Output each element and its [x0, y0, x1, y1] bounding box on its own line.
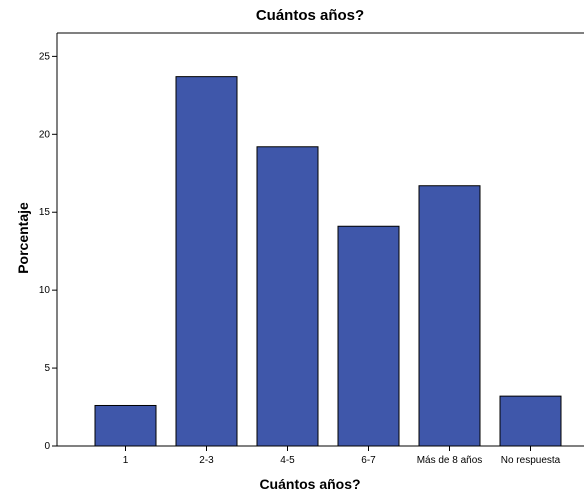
plot-area: [56, 32, 584, 447]
bar-4: [418, 185, 481, 447]
y-tick-label-10: 10: [39, 285, 51, 296]
x-tick-label-4: Más de 8 años: [417, 455, 483, 466]
x-axis-label: Cuántos años?: [259, 476, 360, 492]
bars-group: [94, 76, 562, 447]
x-tick-label-0: 1: [123, 455, 129, 466]
x-tick-label-5: No respuesta: [501, 455, 561, 466]
y-tick-label-15: 15: [39, 207, 51, 218]
y-tick-label-0: 0: [44, 441, 50, 452]
x-tick-label-1: 2-3: [199, 455, 214, 466]
y-tick-label-5: 5: [44, 363, 50, 374]
x-axis: 1 2-3 4-5 6-7 Más de 8 años No respuesta: [123, 446, 561, 466]
bar-5: [499, 395, 562, 447]
bar-2: [256, 146, 319, 447]
chart-title: Cuántos años?: [256, 7, 364, 24]
x-tick-label-3: 6-7: [361, 455, 376, 466]
y-tick-label-25: 25: [39, 51, 51, 62]
bar-0: [94, 404, 157, 447]
y-axis-label: Porcentaje: [15, 202, 31, 274]
x-tick-label-2: 4-5: [280, 455, 295, 466]
y-tick-label-20: 20: [39, 129, 51, 140]
bar-1: [175, 76, 238, 447]
y-axis: 0 5 10 15 20 25: [39, 51, 57, 452]
bar-3: [337, 225, 400, 447]
